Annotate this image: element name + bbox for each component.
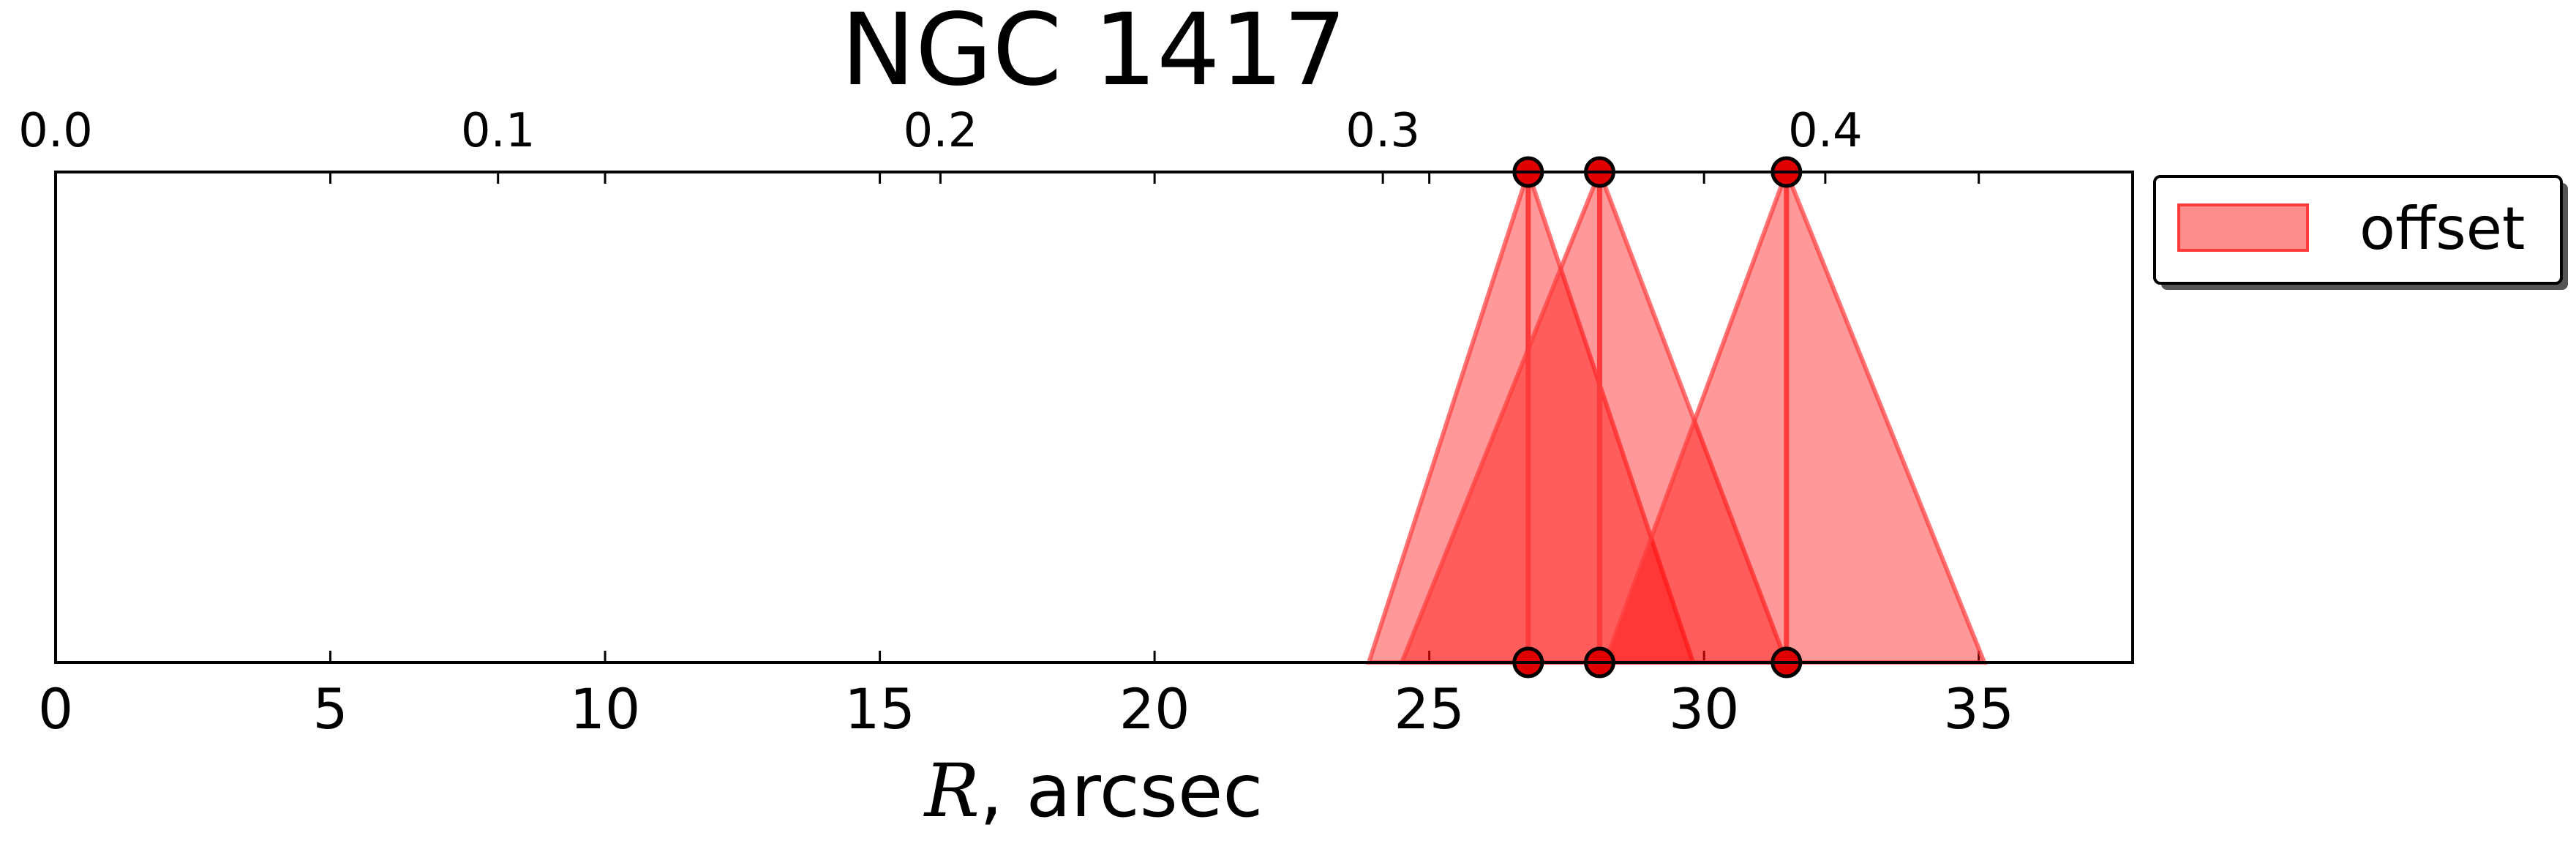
legend-box <box>2153 175 2563 285</box>
bottom-tick-label-15: 15 <box>844 676 915 741</box>
x-axis-label: R, arcsec <box>923 748 1263 834</box>
top-tick-label-0.1: 0.1 <box>461 104 536 158</box>
bottom-tick-label-10: 10 <box>570 676 641 741</box>
top-tick-label-0.4: 0.4 <box>1788 104 1863 158</box>
legend-swatch <box>2177 203 2309 252</box>
plot-frame <box>54 171 2134 664</box>
series-layer <box>1365 156 1988 679</box>
bottom-tick-label-25: 25 <box>1394 676 1465 741</box>
bottom-tick-label-30: 30 <box>1669 676 1740 741</box>
bottom-tick-label-20: 20 <box>1119 676 1190 741</box>
top-tick-label-0.0: 0.0 <box>18 104 93 158</box>
legend-label-offset: offset <box>2359 195 2525 263</box>
bottom-axis-ticks: 0 5 10 15 20 25 30 35 <box>38 172 2014 741</box>
chart-title: NGC 1417 <box>841 0 1346 108</box>
x-axis-label-unit: , arcsec <box>980 748 1263 834</box>
legend: offset <box>2153 175 2568 290</box>
bottom-tick-label-35: 35 <box>1943 676 2014 741</box>
top-tick-label-0.2: 0.2 <box>904 104 978 158</box>
bottom-tick-label-0: 0 <box>38 676 73 741</box>
x-axis-label-var: R <box>923 748 980 834</box>
top-tick-label-0.3: 0.3 <box>1345 104 1420 158</box>
top-axis-ticks: 0.0 0.1 0.2 0.3 0.4 <box>18 104 1863 184</box>
bottom-tick-label-5: 5 <box>312 676 348 741</box>
